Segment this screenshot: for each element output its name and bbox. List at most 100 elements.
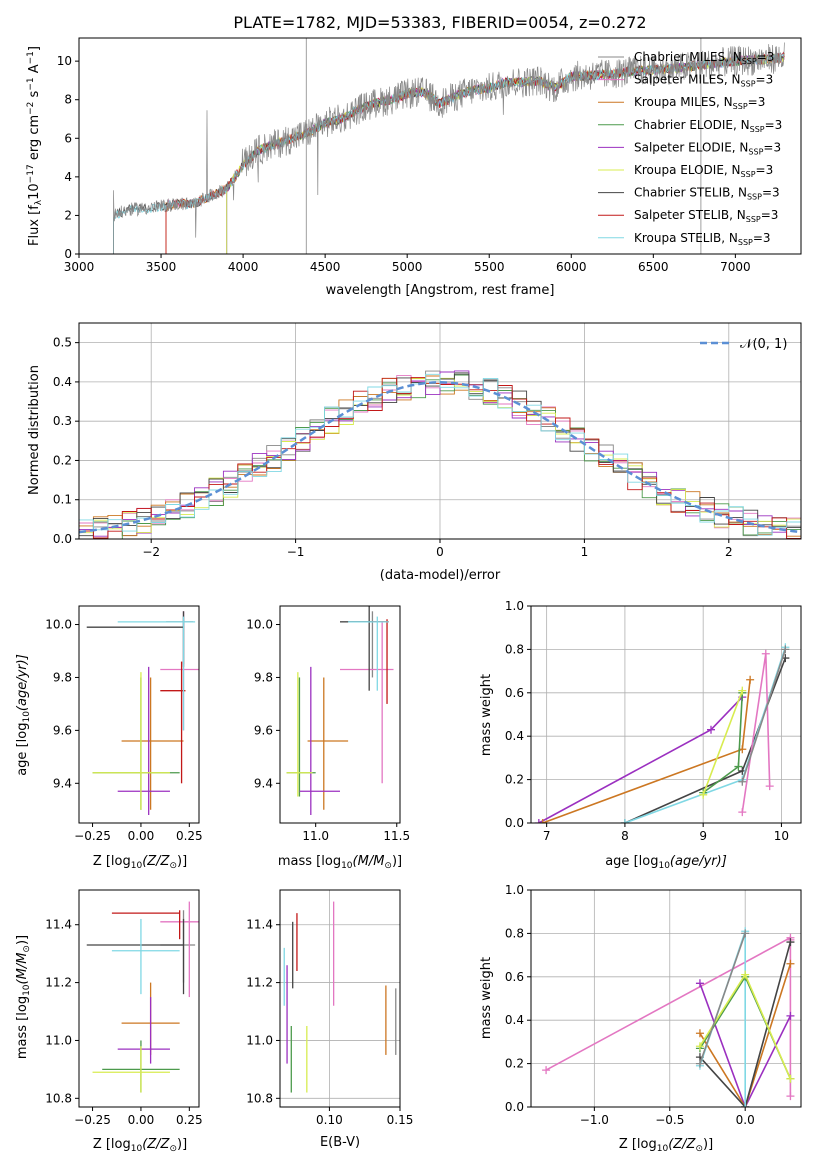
weight-marker bbox=[786, 1092, 795, 1101]
residuals-ylabel: Normed distribution bbox=[27, 365, 42, 495]
mass_z-ytick-label: 11.4 bbox=[45, 918, 72, 932]
weight-marker bbox=[786, 938, 795, 947]
residuals-xtick-label: 1 bbox=[581, 545, 589, 559]
age_mass-frame bbox=[279, 605, 401, 824]
legend-entry-name: Salpeter STELIB, N bbox=[634, 208, 746, 222]
weight_age-xtick-label: 7 bbox=[543, 829, 551, 843]
mass_z-xtick-label: 0.25 bbox=[176, 1113, 203, 1127]
clip-weight_z-plot-area bbox=[542, 927, 795, 1107]
weight-marker bbox=[741, 929, 750, 938]
model-spectrum-line bbox=[113, 53, 785, 254]
weight-z-ylabel: mass weight bbox=[479, 957, 494, 1039]
normal-curve bbox=[79, 381, 801, 534]
age_z-ytick-label: 9.6 bbox=[53, 723, 72, 737]
weight-line bbox=[699, 941, 792, 1107]
weight_z-xtick-label: −0.5 bbox=[655, 1113, 684, 1127]
legend-entry: Salpeter MILES, NSSP=3 bbox=[634, 73, 773, 89]
mass_z-ytick-label: 10.8 bbox=[45, 1091, 72, 1105]
weight_age-xtick-label: 9 bbox=[699, 829, 707, 843]
legend-entry-name: Chabrier ELODIE, N bbox=[634, 118, 750, 132]
mass_ebv-ytick-label: 11.2 bbox=[246, 976, 273, 990]
residuals-xtick-label: 0 bbox=[436, 545, 444, 559]
spectrum-xtick-label: 4500 bbox=[310, 260, 341, 274]
legend-entry-sub: SSP bbox=[746, 215, 761, 224]
weight-marker bbox=[738, 777, 747, 786]
weight_age-ytick-label: 0.6 bbox=[505, 686, 524, 700]
legend-entry: Chabrier STELIB, NSSP=3 bbox=[634, 186, 780, 202]
mass_z-ytick-label: 11.2 bbox=[45, 976, 72, 990]
residuals-ytick-label: 0.3 bbox=[53, 414, 72, 428]
legend-entry-tail: =3 bbox=[761, 208, 779, 222]
spectrum-xtick-label: 6000 bbox=[556, 260, 587, 274]
residuals-xtick-label: 2 bbox=[725, 545, 733, 559]
mass_z-frame bbox=[78, 889, 200, 1108]
weight_z-xtick-label: 0.0 bbox=[736, 1113, 755, 1127]
weight-line bbox=[624, 646, 787, 823]
legend-entry-name: Kroupa STELIB, N bbox=[634, 231, 738, 245]
legend-entry-name: Chabrier MILES, N bbox=[634, 50, 742, 64]
legend-entry: Chabrier ELODIE, NSSP=3 bbox=[634, 118, 782, 134]
weight-line bbox=[545, 936, 791, 1071]
residuals-ytick-label: 0.0 bbox=[53, 532, 72, 546]
age_mass-ytick-label: 10.0 bbox=[246, 618, 273, 632]
weight_z-frame bbox=[530, 889, 802, 1108]
weight-marker bbox=[707, 725, 715, 734]
clip-spec-plot-area bbox=[113, 38, 785, 254]
normal-legend-label: 𝒩(0, 1) bbox=[740, 337, 787, 352]
weight-marker bbox=[738, 686, 747, 695]
weight-marker bbox=[542, 1066, 551, 1075]
spectrum-ytick-label: 10 bbox=[57, 54, 72, 68]
age-vs-metallicity-panel: −0.25 0.00 0.25 9.4 9.6 9.8 10.0 bbox=[45, 605, 203, 843]
legend-entry-tail: =3 bbox=[757, 50, 775, 64]
mass_ebv-ytick-label: 11.0 bbox=[246, 1033, 273, 1047]
weight_z-xtick-label: −1.0 bbox=[580, 1113, 609, 1127]
spectrum-xtick-label: 7000 bbox=[720, 260, 751, 274]
mass_z-xtick-label: 0.00 bbox=[128, 1113, 155, 1127]
weight_z-ytick-label: 0.0 bbox=[505, 1100, 524, 1114]
legend-entry-name: Salpeter ELODIE, N bbox=[634, 140, 748, 154]
age_z-xtick-label: −0.25 bbox=[74, 829, 111, 843]
age_mass-ytick-label: 9.8 bbox=[254, 670, 273, 684]
legend-entry-tail: =3 bbox=[756, 163, 774, 177]
weight-marker bbox=[761, 649, 770, 658]
residuals-ytick-label: 0.5 bbox=[53, 336, 72, 350]
clip-res-plot-area bbox=[79, 370, 801, 539]
residuals-xtick-label: −1 bbox=[287, 545, 305, 559]
weight_z-ytick-label: 0.2 bbox=[505, 1057, 524, 1071]
clip-age_mass-plot-area bbox=[286, 606, 394, 816]
spectrum-ytick-label: 8 bbox=[64, 93, 72, 107]
weight_z-ytick-label: 0.6 bbox=[505, 970, 524, 984]
mass_ebv-frame bbox=[279, 889, 401, 1108]
weight-marker bbox=[741, 1103, 750, 1107]
legend-entry-sub: SSP bbox=[741, 80, 756, 89]
weight-marker bbox=[738, 808, 747, 817]
weight-line bbox=[699, 930, 746, 1107]
weight-line bbox=[699, 963, 792, 1107]
legend-entry-tail: =3 bbox=[753, 231, 771, 245]
weight_age-frame bbox=[530, 605, 802, 824]
spectrum-xtick-label: 5500 bbox=[474, 260, 505, 274]
weight-marker bbox=[786, 959, 795, 968]
weight-line bbox=[702, 690, 744, 796]
age_z-frame bbox=[78, 605, 200, 824]
mass-vs-metallicity-panel: −0.25 0.00 0.25 10.8 11.0 11.2 11.4 bbox=[45, 889, 203, 1127]
weight_age-xtick-label: 10 bbox=[774, 829, 789, 843]
legend-entry-tail: =3 bbox=[765, 118, 783, 132]
age-mass-xlabel: mass [log10(M/M⊙)] bbox=[278, 854, 402, 871]
spectrum-ytick-label: 6 bbox=[64, 131, 72, 145]
weight-marker bbox=[741, 970, 750, 979]
weight-age-ylabel: mass weight bbox=[479, 674, 494, 756]
age_mass-xtick-label: 11.5 bbox=[383, 829, 410, 843]
weight-vs-metallicity-panel: −1.0 −0.5 0.0 0.0 0.2 0.4 0.6 0.8 1.0 bbox=[505, 883, 802, 1127]
spectrum-ylabel: Flux [fλ10−17 erg cm−2 s−1 A−1] bbox=[26, 46, 44, 246]
legend-entry-tail: =3 bbox=[763, 140, 781, 154]
weight_age-ytick-label: 0.2 bbox=[505, 773, 524, 787]
weight-age-xlabel: age [log10(age/yr)] bbox=[605, 854, 727, 871]
spectrum-xtick-label: 6500 bbox=[638, 260, 669, 274]
legend-entry: Salpeter STELIB, NSSP=3 bbox=[634, 208, 778, 224]
spectrum-panel: 3000 3500 4000 4500 5000 5500 6000 6500 7000 0 2 4 6… bbox=[57, 37, 802, 274]
histogram-step bbox=[79, 373, 801, 536]
legend-entry-sub: SSP bbox=[733, 102, 748, 111]
residuals-ytick-label: 0.2 bbox=[53, 453, 72, 467]
